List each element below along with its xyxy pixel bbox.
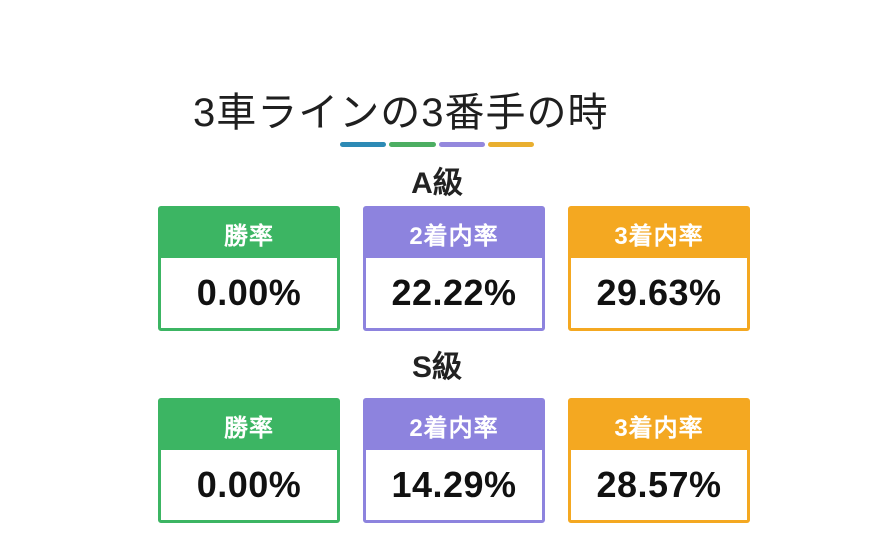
stat-label: 2着内率 [366,209,542,258]
stat-value: 0.00% [161,258,337,328]
divider-segment-green [389,142,436,147]
stat-value: 0.00% [161,450,337,520]
section-heading-a-class: A級 [411,167,463,200]
stat-value: 29.63% [571,258,747,328]
stat-label: 3着内率 [571,401,747,450]
stat-label: 勝率 [161,401,337,450]
stat-card-a-top3-rate: 3着内率 29.63% [568,206,750,331]
stat-card-a-top2-rate: 2着内率 22.22% [363,206,545,331]
section-heading-s-class: S級 [411,351,462,384]
stats-row-s-class: 勝率 0.00% 2着内率 14.29% 3着内率 28.57% [158,398,750,523]
divider-segment-purple [438,142,485,147]
stat-card-s-win-rate: 勝率 0.00% [158,398,340,523]
stats-row-a-class: 勝率 0.00% 2着内率 22.22% 3着内率 29.63% [158,206,750,331]
stat-card-s-top2-rate: 2着内率 14.29% [363,398,545,523]
divider-segment-gold [487,142,534,147]
stat-card-s-top3-rate: 3着内率 28.57% [568,398,750,523]
page-title: 3車ラインの3番手の時 [193,91,609,135]
stat-card-a-win-rate: 勝率 0.00% [158,206,340,331]
divider-segment-blue [340,142,387,147]
stat-label: 勝率 [161,209,337,258]
stat-value: 28.57% [571,450,747,520]
title-divider [340,142,534,147]
stat-value: 22.22% [366,258,542,328]
stat-label: 2着内率 [366,401,542,450]
stat-label: 3着内率 [571,209,747,258]
stat-value: 14.29% [366,450,542,520]
